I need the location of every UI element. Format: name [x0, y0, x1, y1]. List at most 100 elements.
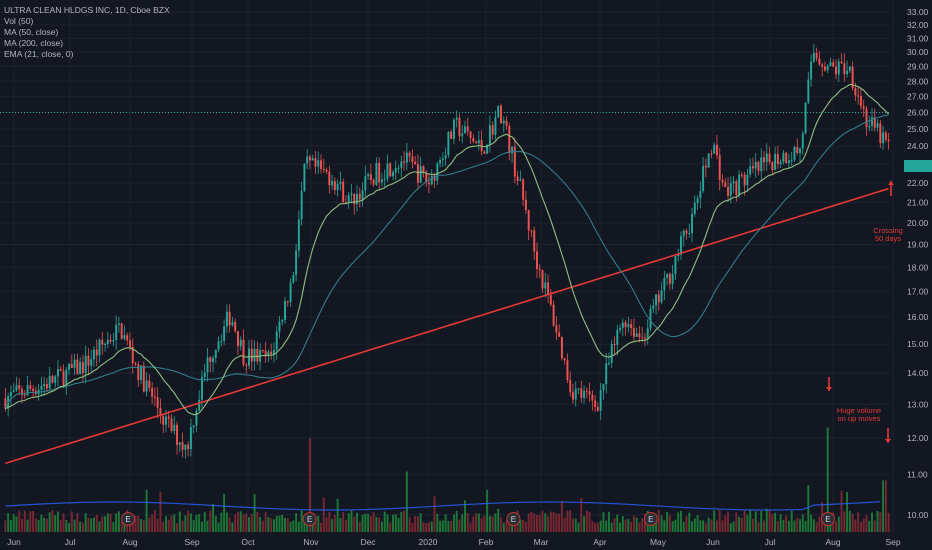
price-tick-label: 25.00: [907, 124, 929, 134]
volume-bar: [693, 518, 696, 532]
volume-bar: [394, 514, 397, 532]
candle-body: [425, 173, 428, 183]
candle-body: [652, 305, 655, 309]
volume-bar: [142, 520, 145, 532]
candle-body: [198, 399, 201, 411]
price-tick-label: 14.00: [907, 368, 929, 378]
candle-body: [300, 191, 303, 220]
candle-body: [729, 183, 732, 196]
price-tick-label: 29.00: [907, 61, 929, 71]
candle-body: [580, 388, 583, 398]
volume-bar: [198, 514, 201, 532]
volume-bar: [378, 517, 381, 532]
candle-body: [378, 163, 381, 183]
candle-body: [524, 199, 527, 211]
candle-body: [26, 385, 29, 396]
candle-body: [790, 159, 793, 161]
volume-bar: [189, 513, 192, 532]
candle-body: [43, 384, 46, 386]
volume-bar: [560, 500, 563, 532]
candle-body: [871, 117, 873, 126]
volume-indicator-label[interactable]: Vol (50): [4, 16, 34, 26]
volume-bar: [153, 510, 156, 532]
volume-bar: [608, 511, 610, 532]
volume-bar: [234, 514, 237, 532]
volume-bar: [4, 520, 7, 532]
candle-body: [170, 418, 173, 432]
volume-bar: [59, 519, 62, 532]
candle-body: [123, 335, 126, 339]
volume-bar: [68, 523, 71, 532]
candle-body: [325, 169, 328, 172]
volume-bar: [458, 519, 461, 532]
volume-bar: [178, 511, 181, 532]
volume-bar: [416, 515, 419, 532]
volume-ma-line: [5, 501, 881, 511]
volume-bar: [400, 511, 403, 532]
candle-body: [663, 278, 666, 291]
volume-bar: [90, 518, 93, 532]
candle-body: [84, 355, 87, 374]
candle-body: [331, 181, 334, 186]
volume-bar: [862, 518, 865, 532]
time-tick-label: May: [650, 537, 667, 547]
volume-bar: [754, 511, 757, 532]
candle-body: [751, 166, 754, 169]
symbol-title[interactable]: ULTRA CLEAN HLDGS INC, 1D, Cboe BZX: [4, 5, 170, 15]
volume-bar: [425, 523, 428, 532]
volume-bar: [854, 519, 857, 532]
candle-body: [718, 155, 721, 180]
volume-bar: [228, 517, 231, 532]
volume-annotation-line1: Huge volume: [837, 406, 881, 415]
candle-body: [588, 391, 591, 395]
candle-body: [873, 117, 876, 128]
volume-bar: [40, 514, 43, 532]
candle-body: [220, 340, 223, 342]
candle-body: [68, 363, 71, 370]
candle-body: [560, 336, 563, 359]
volume-bar: [104, 516, 107, 532]
ma50-indicator-label[interactable]: MA (50, close): [4, 27, 59, 37]
candle-body: [541, 270, 544, 289]
candle-body: [356, 193, 358, 205]
candle-body: [278, 321, 281, 332]
earnings-marker-icon: [820, 512, 835, 526]
time-axis[interactable]: Jun Jul Aug Sep Oct Nov Dec 2020 Feb Mar Apr May Jun…: [7, 537, 901, 547]
volume-bar: [156, 518, 159, 532]
volume-bar: [497, 508, 500, 532]
volume-bar: [137, 515, 140, 532]
volume-bar: [572, 518, 574, 532]
earnings-marker-icon: [302, 512, 317, 526]
candle-body: [140, 365, 143, 380]
price-tick-label: 17.00: [907, 286, 929, 296]
volume-bar: [643, 513, 646, 532]
volume-bar: [638, 522, 641, 532]
candle-body: [248, 348, 251, 366]
candle-body: [408, 152, 411, 157]
volume-bar: [375, 516, 378, 532]
volume-bar: [76, 513, 79, 532]
moving-averages: [4, 83, 889, 465]
candle-body: [303, 163, 306, 192]
volume-bar: [206, 520, 209, 532]
volume-bar: [738, 516, 741, 532]
volume-bar: [765, 508, 768, 532]
volume-bar: [278, 515, 281, 532]
volume-bar: [203, 511, 206, 532]
volume-bar: [422, 522, 425, 532]
candle-body: [569, 380, 572, 393]
ema21-indicator-label[interactable]: EMA (21, close, 0): [4, 49, 74, 59]
candle-body: [206, 357, 209, 373]
candle-body: [59, 369, 62, 371]
candle-body: [505, 120, 508, 126]
volume-bar: [389, 522, 392, 532]
earnings-marker-label: E: [307, 515, 312, 524]
volume-bar: [405, 471, 408, 532]
candle-body: [236, 331, 239, 347]
ma200-indicator-label[interactable]: MA (200, close): [4, 38, 64, 48]
volume-bar: [508, 522, 511, 532]
price-axis[interactable]: 33.00 32.00 31.00 30.00 29.00 28.00 27.00 26.00…: [907, 7, 929, 520]
candle-body: [674, 256, 677, 274]
